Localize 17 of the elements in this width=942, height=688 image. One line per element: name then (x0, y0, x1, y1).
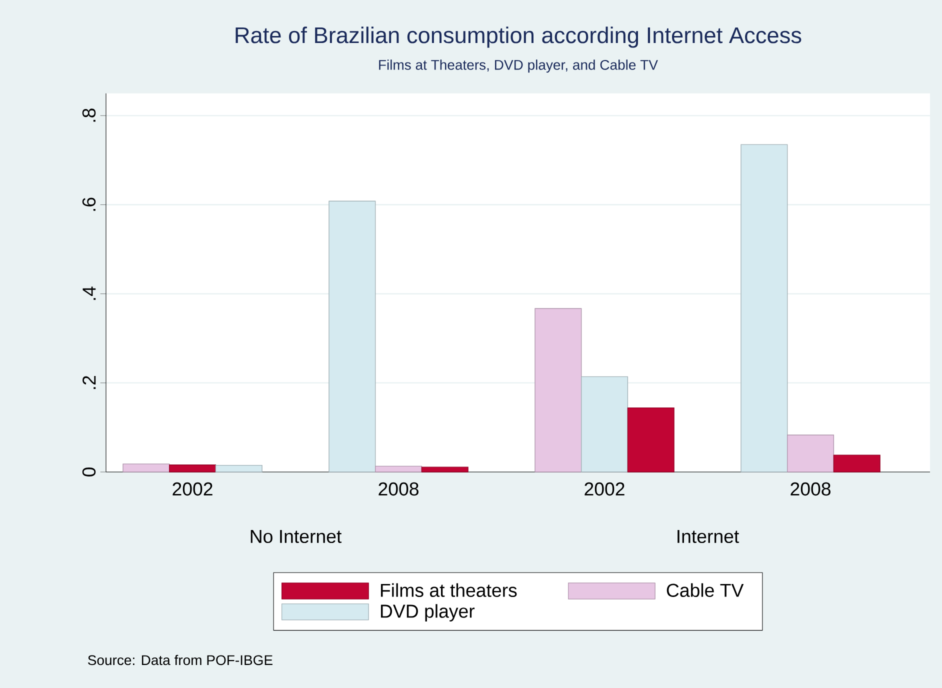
y-tick-label: .8 (82, 108, 96, 122)
text: No Internet (250, 530, 342, 544)
y-tick-label: .4 (82, 286, 96, 300)
y-tick-label: .2 (82, 376, 96, 389)
x-tick-label: 2008 (378, 482, 418, 496)
y-tick-label: .6 (82, 198, 96, 211)
legend-label: Cable TV (666, 583, 744, 597)
x-tick-label: 2008 (790, 482, 830, 496)
text: Internet (678, 530, 740, 544)
chart-title: Rate of Brazilian consumption according Internet Access (236, 26, 802, 48)
y-tick-label: 0 (82, 468, 96, 476)
legend-label: Films at theaters (380, 583, 517, 597)
x-tick-label: 2002 (584, 482, 624, 496)
source-note: Source: Data from POF-IBGE (88, 654, 272, 666)
legend-label: DVD player (380, 604, 475, 622)
x-tick-label: 2002 (172, 482, 212, 496)
chart-subtitle: Films at Theaters, DVD player, and Cable TV (379, 60, 658, 73)
